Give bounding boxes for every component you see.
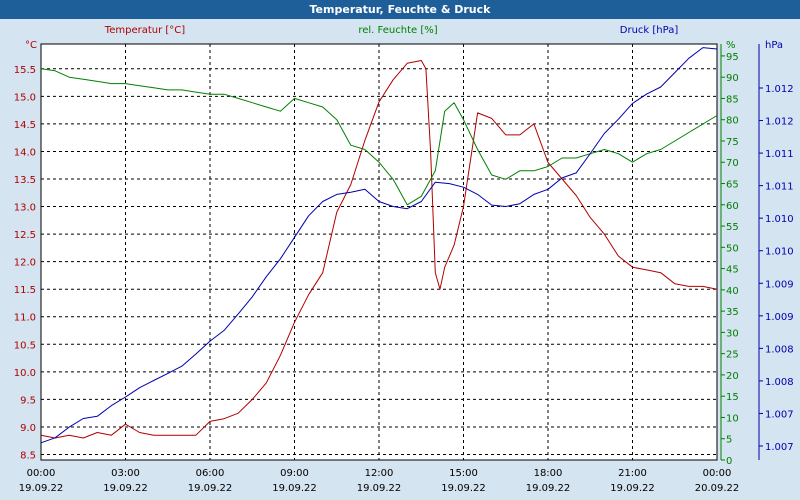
y-tick-temperature: 11.0 bbox=[14, 313, 36, 324]
y-tick-humidity: 15 bbox=[726, 392, 739, 403]
series-humidity-line bbox=[40, 68, 718, 206]
series-pressure-line bbox=[40, 47, 718, 444]
x-tick-date: 19.09.22 bbox=[441, 483, 486, 494]
x-tick-time: 12:00 bbox=[365, 468, 394, 479]
x-tick-date: 19.09.22 bbox=[526, 483, 571, 494]
plot-area bbox=[40, 43, 718, 461]
series-temperature-line bbox=[40, 60, 718, 439]
y-tick-temperature: 15.0 bbox=[14, 92, 36, 103]
y-tick-humidity: 40 bbox=[726, 286, 739, 297]
y-tick-temperature: 15.5 bbox=[14, 65, 36, 76]
humidity-axis-label: rel. Feuchte [%] bbox=[358, 25, 437, 36]
y-tick-temperature: 13.0 bbox=[14, 203, 36, 214]
x-tick-time: 06:00 bbox=[196, 468, 225, 479]
y-tick-temperature: 10.0 bbox=[14, 368, 36, 379]
series-lines bbox=[40, 47, 718, 444]
x-tick-date: 19.09.22 bbox=[188, 483, 233, 494]
y-tick-humidity: 20 bbox=[726, 371, 739, 382]
y-tick-temperature: 11.5 bbox=[14, 285, 36, 296]
y-tick-humidity: 70 bbox=[726, 158, 739, 169]
x-tick-time: 15:00 bbox=[449, 468, 478, 479]
y-tick-pressure: 1.009 bbox=[765, 279, 794, 290]
x-tick-date: 20.09.22 bbox=[695, 483, 740, 494]
x-tick-date: 19.09.22 bbox=[272, 483, 317, 494]
x-tick-time: 18:00 bbox=[534, 468, 563, 479]
y-tick-temperature: 9.5 bbox=[20, 395, 36, 406]
y-tick-humidity: 0 bbox=[726, 456, 732, 467]
chart-title: Temperatur, Feuchte & Druck bbox=[0, 0, 800, 19]
x-tick-date: 19.09.22 bbox=[103, 483, 148, 494]
pressure-unit-label: hPa bbox=[765, 40, 783, 51]
axes: 00:00 19.09.22 03:00 19.09.22 06:00 19.09.22 0… bbox=[14, 25, 794, 494]
y-tick-humidity: 60 bbox=[726, 201, 739, 212]
y-tick-temperature: 13.5 bbox=[14, 175, 36, 186]
y-tick-pressure: 1.007 bbox=[765, 442, 794, 453]
y-tick-pressure: 1.012 bbox=[765, 117, 794, 128]
humidity-unit-label: % bbox=[726, 40, 736, 51]
y-tick-temperature: 9.0 bbox=[20, 423, 36, 434]
y-tick-humidity: 10 bbox=[726, 413, 739, 424]
y-tick-temperature: 8.5 bbox=[20, 450, 36, 461]
x-tick-time: 03:00 bbox=[111, 468, 140, 479]
y-tick-pressure: 1.011 bbox=[765, 182, 794, 193]
y-tick-humidity: 55 bbox=[726, 222, 739, 233]
chart-canvas: 00:00 19.09.22 03:00 19.09.22 06:00 19.09.22 0… bbox=[14, 25, 794, 494]
pressure-axis-label: Druck [hPa] bbox=[620, 25, 679, 36]
x-tick-date: 19.09.22 bbox=[610, 483, 655, 494]
y-tick-humidity: 25 bbox=[726, 350, 739, 361]
y-tick-temperature: 12.5 bbox=[14, 230, 36, 241]
y-tick-temperature: 14.5 bbox=[14, 120, 36, 131]
y-tick-pressure: 1.008 bbox=[765, 344, 794, 355]
y-tick-temperature: 14.0 bbox=[14, 147, 36, 158]
y-tick-humidity: 65 bbox=[726, 180, 739, 191]
y-tick-humidity: 80 bbox=[726, 116, 739, 127]
y-tick-pressure: 1.010 bbox=[765, 247, 794, 258]
y-tick-humidity: 35 bbox=[726, 307, 739, 318]
x-tick-time: 09:00 bbox=[280, 468, 309, 479]
y-tick-temperature: 12.0 bbox=[14, 258, 36, 269]
x-tick-date: 19.09.22 bbox=[19, 483, 64, 494]
y-tick-humidity: 90 bbox=[726, 73, 739, 84]
x-tick-date: 19.09.22 bbox=[357, 483, 402, 494]
y-tick-humidity: 95 bbox=[726, 52, 739, 63]
y-tick-pressure: 1.010 bbox=[765, 214, 794, 225]
y-tick-humidity: 85 bbox=[726, 94, 739, 105]
x-tick-time: 00:00 bbox=[703, 468, 732, 479]
y-tick-humidity: 75 bbox=[726, 137, 739, 148]
y-tick-pressure: 1.007 bbox=[765, 409, 794, 420]
y-tick-humidity: 50 bbox=[726, 243, 739, 254]
x-tick-time: 21:00 bbox=[618, 468, 647, 479]
y-tick-humidity: 45 bbox=[726, 265, 739, 276]
temperature-axis-label: Temperatur [°C] bbox=[104, 25, 185, 36]
y-tick-humidity: 30 bbox=[726, 328, 739, 339]
x-tick-time: 00:00 bbox=[27, 468, 56, 479]
y-tick-humidity: 5 bbox=[726, 435, 732, 446]
y-tick-pressure: 1.011 bbox=[765, 149, 794, 160]
y-tick-temperature: 10.5 bbox=[14, 340, 36, 351]
temperature-unit-label: °C bbox=[25, 40, 37, 51]
grid bbox=[41, 44, 717, 460]
y-tick-pressure: 1.012 bbox=[765, 84, 794, 95]
y-tick-pressure: 1.009 bbox=[765, 312, 794, 323]
y-tick-pressure: 1.008 bbox=[765, 377, 794, 388]
